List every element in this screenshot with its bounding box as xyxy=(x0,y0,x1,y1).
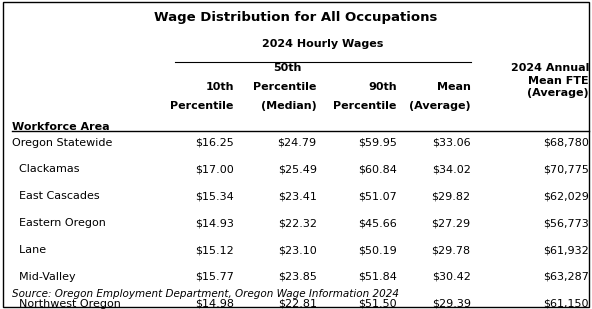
Text: 50th: 50th xyxy=(273,63,301,73)
Text: $63,287: $63,287 xyxy=(543,272,589,282)
Text: Source: Oregon Employment Department, Oregon Wage Information 2024: Source: Oregon Employment Department, Or… xyxy=(12,289,399,299)
Text: $68,780: $68,780 xyxy=(543,138,589,147)
Text: (Average): (Average) xyxy=(409,101,471,111)
Text: Percentile: Percentile xyxy=(333,101,397,111)
Text: Workforce Area: Workforce Area xyxy=(12,122,110,132)
Text: $29.82: $29.82 xyxy=(432,191,471,201)
Text: $51.50: $51.50 xyxy=(358,299,397,309)
Text: 2024 Annual
Mean FTE
(Average): 2024 Annual Mean FTE (Average) xyxy=(511,63,589,98)
Text: $30.42: $30.42 xyxy=(432,272,471,282)
Text: Clackamas: Clackamas xyxy=(12,164,79,174)
Text: $22.32: $22.32 xyxy=(278,218,317,228)
Text: $45.66: $45.66 xyxy=(358,218,397,228)
Text: $29.39: $29.39 xyxy=(432,299,471,309)
Text: $14.93: $14.93 xyxy=(195,218,234,228)
Text: $59.95: $59.95 xyxy=(358,138,397,147)
Text: $60.84: $60.84 xyxy=(358,164,397,174)
Text: Northwest Oregon: Northwest Oregon xyxy=(12,299,121,309)
Text: Percentile: Percentile xyxy=(253,82,317,92)
Text: $56,773: $56,773 xyxy=(543,218,589,228)
Text: $15.34: $15.34 xyxy=(195,191,234,201)
Text: $34.02: $34.02 xyxy=(432,164,471,174)
Text: $33.06: $33.06 xyxy=(432,138,471,147)
Text: Wage Distribution for All Occupations: Wage Distribution for All Occupations xyxy=(155,11,437,24)
Text: $27.29: $27.29 xyxy=(432,218,471,228)
Text: $17.00: $17.00 xyxy=(195,164,234,174)
Text: Lane: Lane xyxy=(12,245,46,255)
Text: $51.84: $51.84 xyxy=(358,272,397,282)
Text: $70,775: $70,775 xyxy=(543,164,589,174)
Text: 2024 Hourly Wages: 2024 Hourly Wages xyxy=(262,39,384,49)
Text: $16.25: $16.25 xyxy=(195,138,234,147)
Text: $15.77: $15.77 xyxy=(195,272,234,282)
Text: $50.19: $50.19 xyxy=(358,245,397,255)
Text: (Median): (Median) xyxy=(261,101,317,111)
Text: $14.98: $14.98 xyxy=(195,299,234,309)
Text: $61,150: $61,150 xyxy=(543,299,589,309)
Text: $25.49: $25.49 xyxy=(278,164,317,174)
Text: $23.41: $23.41 xyxy=(278,191,317,201)
Text: Oregon Statewide: Oregon Statewide xyxy=(12,138,112,147)
Text: $51.07: $51.07 xyxy=(358,191,397,201)
Text: $62,029: $62,029 xyxy=(543,191,589,201)
Text: $23.10: $23.10 xyxy=(278,245,317,255)
Text: $23.85: $23.85 xyxy=(278,272,317,282)
Text: Percentile: Percentile xyxy=(170,101,234,111)
Text: $22.81: $22.81 xyxy=(278,299,317,309)
Text: $15.12: $15.12 xyxy=(195,245,234,255)
Text: East Cascades: East Cascades xyxy=(12,191,99,201)
Text: Eastern Oregon: Eastern Oregon xyxy=(12,218,106,228)
Text: $29.78: $29.78 xyxy=(432,245,471,255)
Text: 90th: 90th xyxy=(368,82,397,92)
Text: 10th: 10th xyxy=(205,82,234,92)
Text: Mean: Mean xyxy=(437,82,471,92)
Text: $24.79: $24.79 xyxy=(278,138,317,147)
Text: $61,932: $61,932 xyxy=(543,245,589,255)
Text: Mid-Valley: Mid-Valley xyxy=(12,272,75,282)
